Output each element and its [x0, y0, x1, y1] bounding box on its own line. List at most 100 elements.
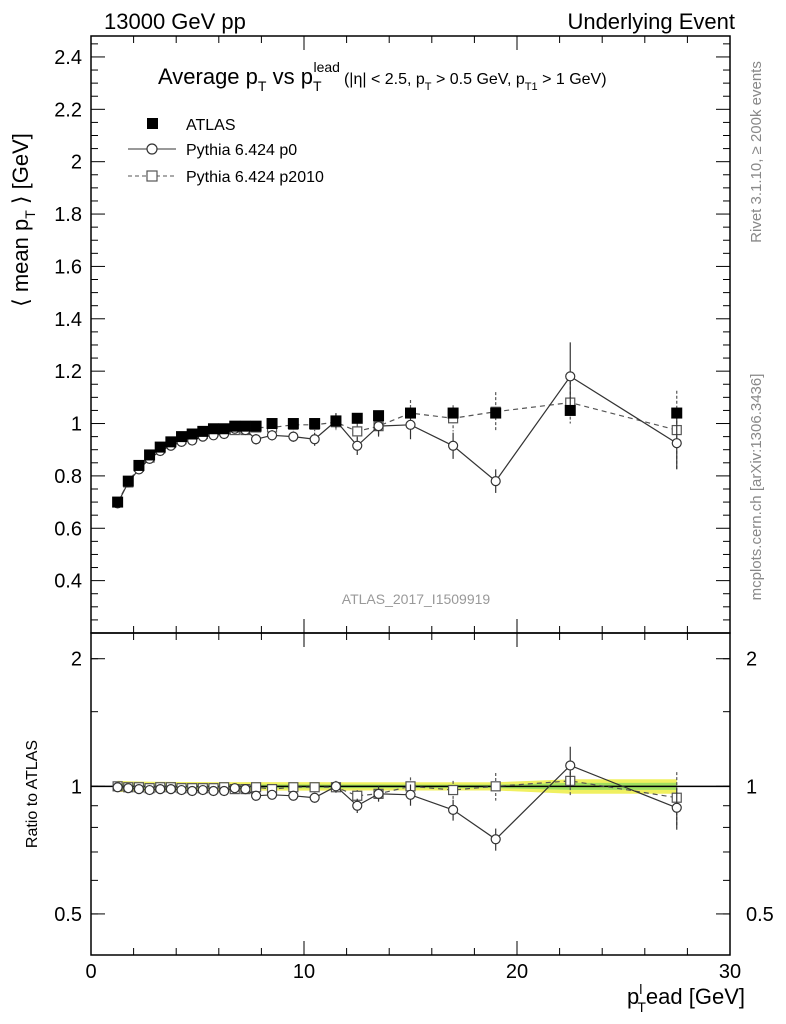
- legend: ATLAS Pythia 6.424 p0 Pythia 6.424 p2010: [128, 117, 324, 186]
- plot-title: Average pT vs pTlead(|η| < 2.5, pT > 0.5…: [158, 59, 607, 94]
- ratio-pythia-p0-point: [123, 783, 134, 794]
- atlas-point: [176, 431, 188, 443]
- main-x-axis-ticks: [90, 36, 731, 633]
- header-left: 13000 GeV pp: [104, 9, 246, 34]
- atlas-point: [229, 420, 241, 432]
- atlas-point: [671, 407, 683, 419]
- main-y-tick-label: 0.6: [54, 518, 82, 540]
- header-right: Underlying Event: [567, 9, 735, 34]
- main-y-tick-label: 1.2: [54, 361, 82, 383]
- ratio-pythia-p0-point: [330, 781, 342, 792]
- main-y-tick-label: 1.4: [54, 309, 82, 331]
- pythia-p0-point: [405, 419, 416, 430]
- main-y-tick-label: 2.2: [54, 99, 82, 121]
- pythia-p2010-line: [117, 401, 677, 503]
- ratio-data-marks: [112, 746, 682, 851]
- main-y-tick-label: 0.4: [54, 571, 82, 593]
- analysis-watermark: ATLAS_2017_I1509919: [342, 591, 491, 607]
- legend-marker-pythia-p0: [146, 143, 158, 155]
- ratio-pythia-p2010-point: [288, 782, 299, 793]
- atlas-point: [490, 407, 502, 419]
- atlas-point: [266, 418, 278, 430]
- atlas-point: [309, 418, 321, 430]
- main-y-tick-label: 2: [71, 152, 82, 174]
- ratio-pythia-p0-point: [219, 785, 230, 797]
- pythia-p0-point: [373, 421, 384, 432]
- ratio-pythia-p0-point: [448, 804, 459, 815]
- x-tick-label: 20: [506, 961, 528, 983]
- atlas-point: [186, 428, 198, 440]
- atlas-point: [197, 425, 209, 437]
- legend-marker-pythia-p2010: [146, 170, 158, 182]
- ratio-y-tick-label: 0.5: [54, 904, 82, 926]
- ratio-plot-frame: [90, 632, 731, 956]
- legend-entry-pythia-p2010: Pythia 6.424 p2010: [128, 169, 324, 186]
- ratio-panel: 0.5 0.5 1 1 2 2 0 10 20 30 Ratio to ATLAS pl Tead…: [24, 632, 774, 1015]
- main-y-axis-ticks: 0.4 0.6 0.8 1 1.2 1.4 1.6 1.8 2 2.2 2.4: [54, 43, 730, 634]
- ratio-pythia-p0-point: [288, 790, 299, 801]
- atlas-point: [112, 496, 124, 508]
- mcplots-label: mcplots.cern.ch [arXiv:1306.3436]: [748, 374, 765, 601]
- ratio-pythia-p0-point: [352, 800, 363, 811]
- atlas-point: [239, 420, 251, 432]
- ratio-y-tick-label-right: 0.5: [746, 904, 774, 926]
- atlas-point: [122, 475, 134, 487]
- ratio-pythia-p0-point: [176, 784, 187, 796]
- ratio-pythia-p0-point: [266, 789, 278, 800]
- pythia-p0-point: [250, 434, 262, 445]
- atlas-point: [154, 441, 166, 453]
- pythia-p0-point: [352, 440, 363, 451]
- x-tick-label: 0: [85, 961, 96, 983]
- ratio-y-axis-ticks: 0.5 0.5 1 1 2 2: [54, 649, 774, 926]
- atlas-point: [373, 410, 385, 422]
- ratio-pythia-p2010-point: [250, 782, 262, 793]
- main-y-axis-label: ⟨ mean pT ⟩ [GeV]: [8, 133, 38, 307]
- legend-label-pythia-p2010: Pythia 6.424 p2010: [186, 169, 324, 186]
- ratio-pythia-p0-point: [490, 834, 501, 845]
- x-tick-label: 30: [719, 961, 741, 983]
- ratio-pythia-p2010-point: [490, 781, 501, 792]
- main-y-tick-label: 1.6: [54, 256, 82, 278]
- ratio-pythia-p0-point: [165, 784, 176, 795]
- ratio-pythia-p0-line: [117, 764, 678, 841]
- ratio-x-axis-ticks: 0 10 20 30: [85, 633, 741, 983]
- ratio-y-axis-label: Ratio to ATLAS: [24, 740, 41, 848]
- legend-label-atlas: ATLAS: [186, 117, 236, 134]
- ratio-pythia-p0-point: [187, 785, 198, 797]
- ratio-pythia-p2010-point: [448, 784, 459, 796]
- ratio-pythia-p0-point: [309, 792, 320, 803]
- ratio-pythia-p0-point: [405, 789, 416, 800]
- main-y-tick-label: 2.4: [54, 47, 82, 69]
- ratio-pythia-p0-point: [229, 783, 240, 794]
- ratio-y-tick-label-right: 2: [746, 649, 757, 671]
- main-y-tick-label: 0.8: [54, 466, 82, 488]
- pythia-p0-point: [565, 371, 576, 382]
- atlas-point: [207, 423, 219, 435]
- atlas-point: [564, 404, 576, 416]
- main-y-tick-label: 1.8: [54, 204, 82, 226]
- ratio-pythia-p0-point: [155, 784, 166, 795]
- ratio-pythia-p0-point: [373, 788, 384, 799]
- atlas-point: [447, 407, 459, 419]
- x-axis-label: pl Tead [GeV]: [627, 981, 745, 1015]
- ratio-pythia-p0-point: [250, 790, 262, 801]
- pythia-p2010-point: [352, 426, 363, 437]
- atlas-point: [405, 407, 416, 419]
- ratio-pythia-p0-point: [112, 782, 123, 793]
- pythia-p0-point: [671, 438, 682, 449]
- pythia-p0-point: [448, 440, 459, 451]
- legend-entry-atlas: ATLAS: [147, 117, 236, 134]
- pythia-p0-point: [266, 430, 278, 441]
- ratio-pythia-p0-point: [133, 784, 145, 795]
- atlas-point: [165, 436, 177, 448]
- rivet-label: Rivet 3.1.10, ≥ 200k events: [748, 61, 765, 243]
- ratio-y-tick-label: 2: [71, 649, 82, 671]
- atlas-point: [351, 412, 363, 424]
- main-y-tick-label: 1: [71, 414, 82, 436]
- ratio-pythia-p0-point: [197, 784, 208, 796]
- atlas-point: [330, 415, 342, 427]
- ratio-pythia-p2010-point: [309, 782, 320, 793]
- pythia-p0-point: [490, 476, 501, 487]
- main-panel: 0.4 0.6 0.8 1 1.2 1.4 1.6 1.8 2 2.2 2.4 Average pT…: [8, 35, 731, 634]
